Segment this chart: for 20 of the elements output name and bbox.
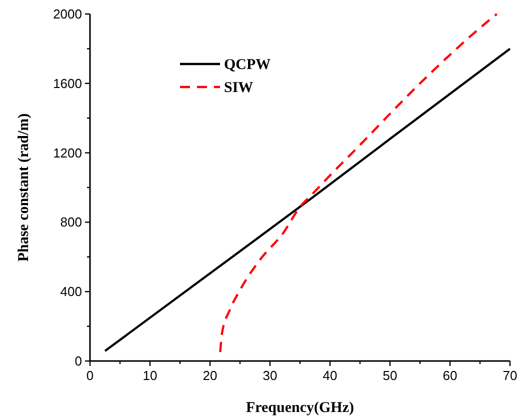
x-tick-label: 0: [86, 368, 94, 383]
x-tick-label: 60: [442, 368, 458, 383]
y-tick-label: 1200: [53, 145, 82, 160]
legend-label: SIW: [224, 80, 254, 96]
line-series: [219, 12, 498, 354]
x-tick-label: 10: [142, 368, 158, 383]
line-series: [104, 48, 512, 352]
legend-label: QCPW: [224, 57, 271, 73]
y-tick-label: 400: [60, 284, 82, 300]
x-tick-label: 70: [502, 368, 518, 383]
y-tick-label: 1600: [53, 76, 82, 91]
y-axis-title: Phase constant (rad/m): [16, 113, 32, 262]
x-tick-label: 40: [322, 368, 338, 383]
x-axis-title: Frequency(GHz): [246, 400, 354, 416]
x-tick-label: 20: [202, 368, 218, 383]
x-tick-label: 50: [382, 368, 398, 383]
y-tick-label: 2000: [53, 6, 82, 22]
x-tick-label: 30: [262, 368, 278, 383]
y-tick-label: 0: [74, 354, 82, 368]
y-tick-label: 800: [60, 214, 82, 230]
